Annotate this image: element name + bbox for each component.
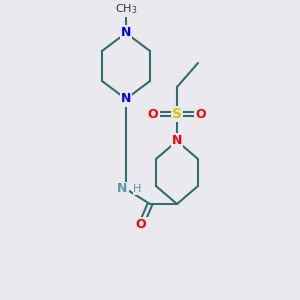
Text: H: H: [133, 184, 142, 194]
Text: O: O: [196, 107, 206, 121]
Text: O: O: [136, 218, 146, 232]
Text: CH$_3$: CH$_3$: [115, 2, 137, 16]
Text: S: S: [172, 107, 182, 121]
Text: O: O: [148, 107, 158, 121]
Text: N: N: [121, 26, 131, 40]
Text: N: N: [117, 182, 128, 196]
Text: N: N: [121, 92, 131, 106]
Text: N: N: [172, 134, 182, 148]
